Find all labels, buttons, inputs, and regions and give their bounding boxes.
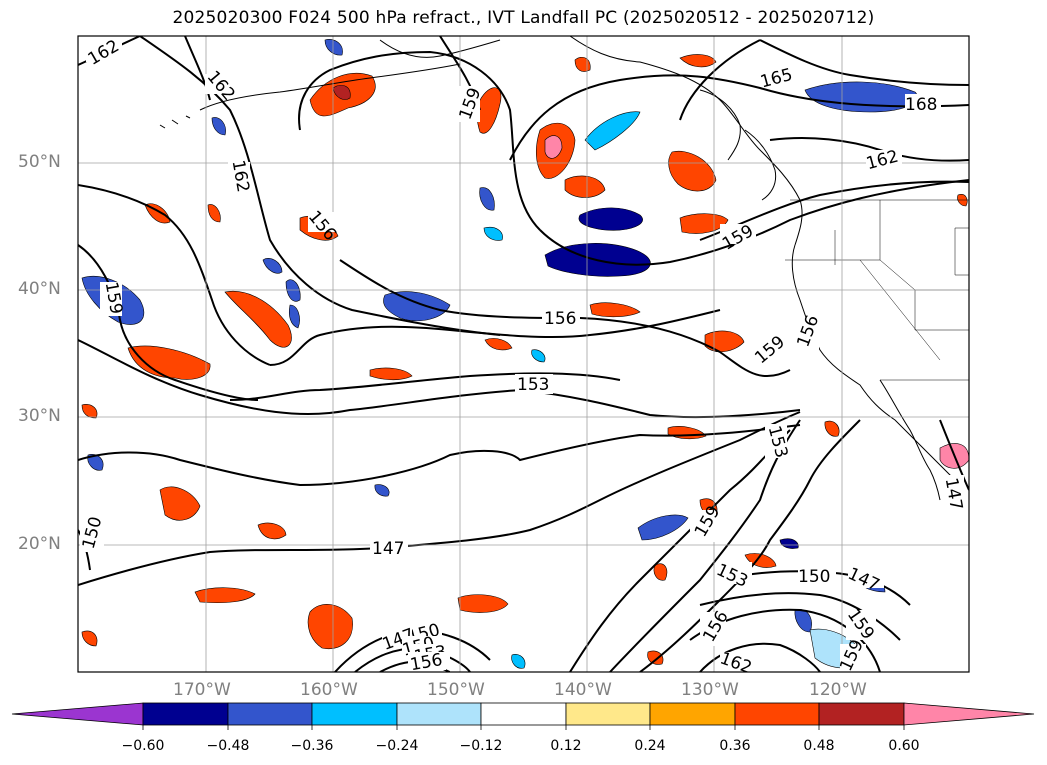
contour-line (184, 36, 211, 101)
contour-line (229, 372, 621, 401)
pos-anomaly-blob (564, 175, 606, 198)
neg-anomaly-blob (511, 654, 526, 669)
contour-line (679, 39, 761, 121)
pos-anomaly-blob (589, 302, 641, 318)
contour-label: 150 (798, 567, 830, 587)
pos-anomaly-blob (224, 290, 292, 348)
colorbar-tick-label: −0.60 (121, 738, 165, 754)
contour-line (78, 244, 259, 401)
neg-anomaly-blob (578, 207, 643, 231)
lon-label-170w: 170°W (173, 680, 231, 700)
colorbar-tick-label: 0.12 (550, 738, 582, 754)
lon-label-130w: 130°W (681, 680, 739, 700)
pos-anomaly-blob (457, 594, 509, 613)
contour-line (78, 339, 801, 419)
lon-label-150w: 150°W (427, 680, 485, 700)
lat-label-20n: 20°N (18, 534, 61, 554)
colorbar-tick-label: 0.24 (634, 738, 666, 754)
neg-anomaly-blob (637, 514, 689, 541)
contour-label: 147 (372, 539, 404, 559)
contour-line (699, 642, 821, 672)
colorbar-tick-label: −0.48 (206, 738, 250, 754)
pos-anomaly-blob (704, 330, 745, 353)
contour-line (939, 419, 969, 491)
colorbar (11, 702, 1035, 730)
contour-line (759, 39, 969, 86)
colorbar-segment (649, 702, 736, 726)
contour-label: 156 (544, 309, 576, 329)
lat-label-50n: 50°N (18, 152, 61, 172)
contour-line (699, 592, 901, 641)
pos-anomaly-blob (81, 630, 98, 647)
pos-anomaly-blob (127, 345, 211, 380)
pos-anomaly-blob (332, 85, 351, 100)
pos-anomaly-blob (544, 135, 563, 159)
pos-anomaly-blob (824, 420, 840, 437)
neg-anomaly-blob (262, 258, 283, 274)
pos-anomaly-blob (679, 54, 717, 68)
pos-anomaly-blob (647, 650, 664, 665)
colorbar-segment (142, 702, 229, 726)
colorbar-segment (734, 702, 820, 726)
colorbar-segment (480, 702, 567, 726)
colorbar-tick-label: 0.48 (803, 738, 835, 754)
map-frame (77, 35, 970, 673)
neg-anomaly-blob (584, 111, 641, 151)
lon-label-160w: 160°W (300, 680, 358, 700)
pos-anomaly-blob (194, 587, 256, 604)
colorbar-segment (311, 702, 398, 726)
graticule (78, 36, 969, 672)
contour-line (569, 429, 791, 672)
lat-label-30n: 30°N (18, 406, 61, 426)
pos-anomaly-blob (484, 338, 513, 351)
lon-label-120w: 120°W (809, 680, 867, 700)
pos-anomaly-blob (668, 150, 717, 192)
colorbar-tick-label: −0.36 (290, 738, 334, 754)
neg-anomaly-blob (531, 349, 546, 363)
neg-anomaly-blob (483, 227, 503, 241)
pos-anomaly-blob (574, 57, 591, 72)
colorbar-tick-label: 0.60 (888, 738, 920, 754)
neg-anomaly-blob (383, 291, 451, 322)
colorbar-tick-label: 0.36 (719, 738, 751, 754)
colorbar-segment (227, 702, 313, 726)
map-title: 2025020300 F024 500 hPa refract., IVT La… (172, 8, 875, 28)
contour-line (769, 137, 969, 162)
contour-line (78, 411, 801, 586)
colorbar-segment (396, 702, 482, 726)
contour-labels: 162 162 162 165 168 162 159 159 159 156 … (79, 36, 966, 675)
contour-label: 153 (517, 375, 549, 395)
contour-line (78, 184, 271, 366)
contour-label: 168 (905, 95, 937, 115)
contour-line (78, 424, 801, 487)
pos-anomaly-blob (159, 486, 201, 521)
contour-line (298, 50, 541, 231)
colorbar-segment (818, 702, 905, 726)
pos-anomaly-blob (144, 203, 171, 224)
pos-anomaly-blob (653, 563, 668, 581)
colorbar-extend-right (903, 702, 1035, 726)
neg-anomaly-blob (285, 279, 301, 302)
lon-label-140w: 140°W (554, 680, 612, 700)
contour-line (639, 419, 861, 672)
contour-label: 156 (409, 650, 444, 675)
pos-anomaly-blob (81, 404, 98, 419)
pos-anomaly-blob (307, 604, 353, 650)
lat-label-40n: 40°N (18, 279, 61, 299)
pos-anomaly-blob (257, 522, 287, 540)
contour-line (269, 309, 721, 366)
colorbar-segment (565, 702, 651, 726)
neg-anomaly-blob (288, 304, 300, 329)
colorbar-tick-label: −0.24 (375, 738, 419, 754)
pos-anomaly-blob (679, 213, 729, 234)
neg-anomaly-blob (479, 187, 495, 211)
contour-line (609, 419, 801, 672)
neg-anomaly-blob (374, 484, 390, 497)
colorbar-extend-left (11, 702, 144, 726)
colorbar-tick-label: −0.12 (459, 738, 503, 754)
pos-anomaly-blob (207, 204, 221, 223)
pos-anomaly-blob (369, 367, 413, 381)
neg-anomaly-blob (211, 117, 226, 136)
